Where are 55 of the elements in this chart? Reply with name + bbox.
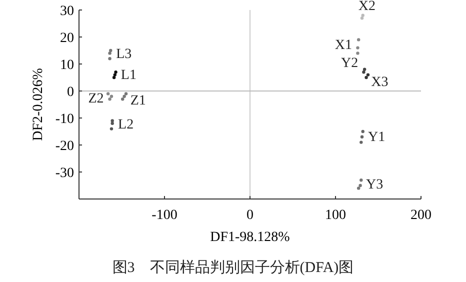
x-tick-label: -100 <box>152 208 178 223</box>
series-label: Y3 <box>366 178 384 193</box>
point <box>110 94 114 98</box>
y-tick-label: -10 <box>55 112 74 127</box>
series-label: X3 <box>371 75 388 90</box>
caption: 图3 不同样品判别因子分析(DFA)图 <box>112 259 354 276</box>
point <box>113 73 117 76</box>
series-label: Y2 <box>341 56 358 71</box>
x-tick-label: 200 <box>410 208 432 223</box>
x-axis-title: DF1-98.128% <box>210 230 290 245</box>
x-tick-label: 100 <box>325 208 346 223</box>
point <box>110 127 114 130</box>
series-label: Y1 <box>368 130 386 145</box>
point <box>366 73 370 76</box>
series-label: L1 <box>120 68 136 83</box>
series-label: X1 <box>334 38 352 53</box>
point <box>360 140 363 144</box>
point <box>362 68 366 71</box>
y-tick-label: 10 <box>60 58 74 73</box>
point <box>356 186 360 190</box>
x-tick-label: 0 <box>246 208 254 223</box>
point <box>360 178 363 182</box>
point <box>122 94 126 98</box>
y-tick-label: -30 <box>55 166 74 181</box>
y-tick-label: -20 <box>55 139 74 154</box>
point <box>110 119 114 122</box>
series-label: Z1 <box>130 93 146 108</box>
point <box>124 92 128 96</box>
point <box>356 52 360 55</box>
point <box>360 16 364 20</box>
series-label: L3 <box>116 47 132 62</box>
point <box>114 70 118 74</box>
point <box>361 14 364 17</box>
point <box>108 57 112 60</box>
y-tick-label: 30 <box>60 4 74 19</box>
y-axis-title: DF2-0.026% <box>31 68 46 141</box>
series-label: X2 <box>358 0 376 14</box>
point <box>360 135 364 138</box>
point <box>112 76 116 80</box>
point <box>364 76 368 80</box>
point <box>356 38 360 42</box>
y-tick-label: 20 <box>60 31 74 46</box>
point <box>362 70 366 74</box>
point <box>121 98 124 101</box>
point <box>361 130 364 134</box>
point <box>109 48 112 52</box>
point <box>358 184 362 188</box>
point <box>108 52 112 55</box>
series-label: L2 <box>118 117 134 132</box>
y-tick-label: 0 <box>67 85 74 100</box>
series-label: Z2 <box>88 91 104 106</box>
point <box>106 92 110 96</box>
point <box>356 46 360 50</box>
point <box>110 122 114 125</box>
point <box>108 98 112 101</box>
